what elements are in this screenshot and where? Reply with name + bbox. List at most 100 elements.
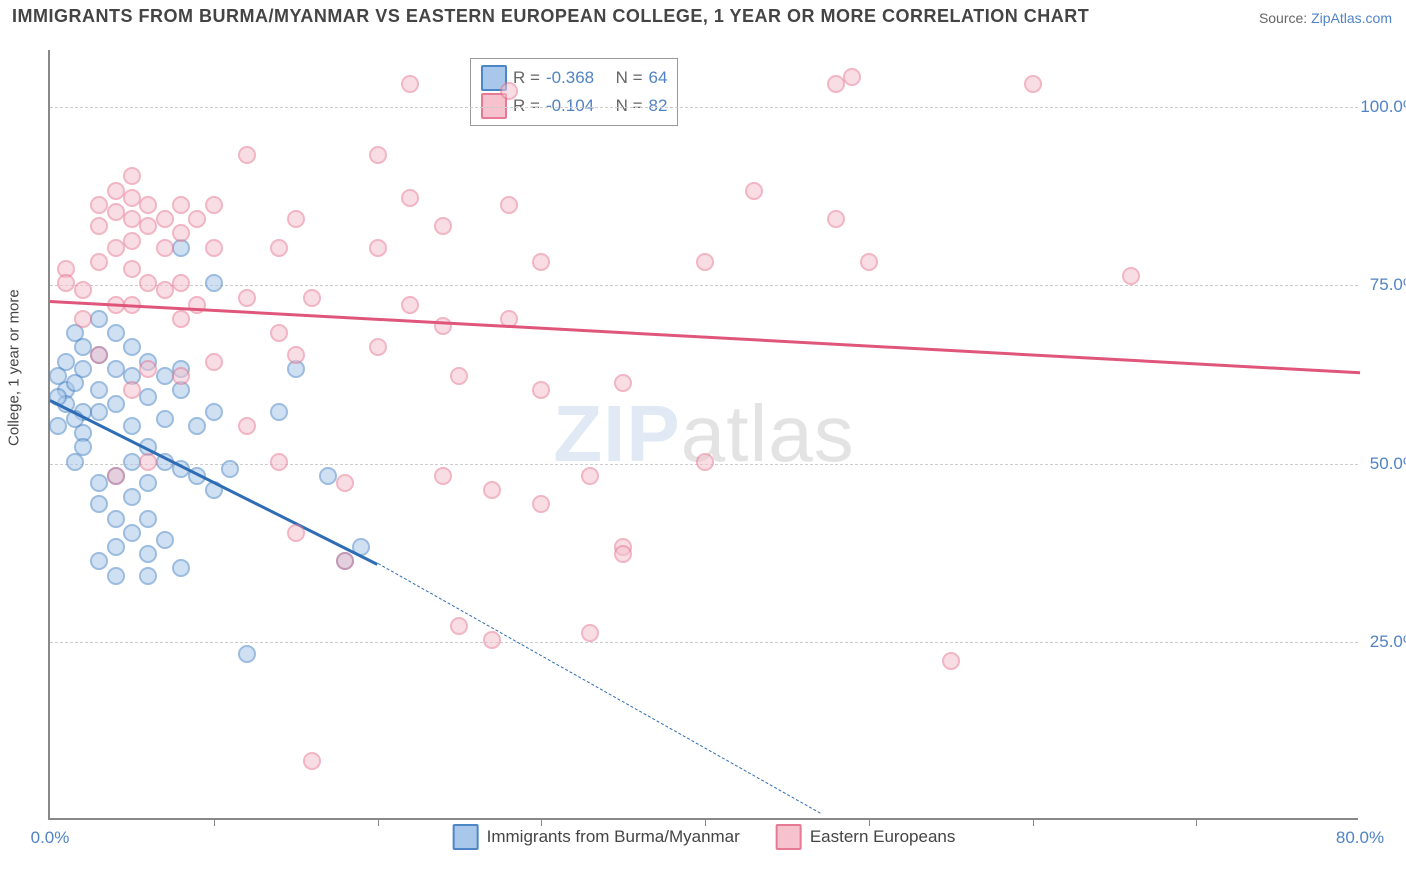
data-point [532, 495, 550, 513]
data-point [319, 467, 337, 485]
data-point [107, 567, 125, 585]
legend-item: Immigrants from Burma/Myanmar [453, 824, 740, 850]
data-point [483, 631, 501, 649]
data-point [270, 403, 288, 421]
data-point [401, 296, 419, 314]
data-point [270, 453, 288, 471]
data-point [90, 381, 108, 399]
data-point [74, 310, 92, 328]
data-point [90, 253, 108, 271]
data-point [500, 82, 518, 100]
data-point [139, 274, 157, 292]
data-point [66, 453, 84, 471]
data-point [172, 559, 190, 577]
data-point [156, 281, 174, 299]
data-point [156, 239, 174, 257]
data-point [827, 210, 845, 228]
source-link[interactable]: ZipAtlas.com [1311, 10, 1392, 26]
data-point [696, 253, 714, 271]
data-point [107, 203, 125, 221]
data-point [156, 210, 174, 228]
data-point [1122, 267, 1140, 285]
data-point [434, 467, 452, 485]
data-point [123, 524, 141, 542]
data-point [139, 474, 157, 492]
x-tick-mark [214, 818, 215, 826]
data-point [49, 367, 67, 385]
x-tick-mark [705, 818, 706, 826]
data-point [123, 453, 141, 471]
data-point [90, 346, 108, 364]
data-point [123, 417, 141, 435]
y-tick-label: 50.0% [1370, 454, 1406, 474]
data-point [107, 360, 125, 378]
data-point [90, 403, 108, 421]
data-point [696, 453, 714, 471]
x-tick-mark [869, 818, 870, 826]
data-point [369, 146, 387, 164]
data-point [238, 645, 256, 663]
data-point [843, 68, 861, 86]
data-point [139, 567, 157, 585]
data-point [139, 360, 157, 378]
data-point [860, 253, 878, 271]
data-point [123, 210, 141, 228]
data-point [827, 75, 845, 93]
y-tick-label: 100.0% [1360, 97, 1406, 117]
data-point [90, 310, 108, 328]
data-point [66, 374, 84, 392]
data-point [123, 232, 141, 250]
data-point [107, 538, 125, 556]
data-point [303, 752, 321, 770]
data-point [336, 474, 354, 492]
r-label: R = [513, 68, 540, 88]
data-point [90, 552, 108, 570]
data-point [369, 239, 387, 257]
data-point [205, 403, 223, 421]
data-point [139, 510, 157, 528]
y-tick-label: 75.0% [1370, 275, 1406, 295]
data-point [221, 460, 239, 478]
data-point [139, 217, 157, 235]
data-point [90, 495, 108, 513]
data-point [369, 338, 387, 356]
data-point [205, 274, 223, 292]
data-point [287, 346, 305, 364]
data-point [107, 395, 125, 413]
data-point [500, 196, 518, 214]
data-point [123, 338, 141, 356]
data-point [238, 146, 256, 164]
data-point [156, 531, 174, 549]
n-value: 82 [649, 96, 668, 116]
n-value: 64 [649, 68, 668, 88]
data-point [336, 552, 354, 570]
gridline [50, 285, 1358, 286]
data-point [532, 381, 550, 399]
data-point [123, 167, 141, 185]
data-point [205, 239, 223, 257]
data-point [172, 310, 190, 328]
data-point [238, 289, 256, 307]
data-point [287, 524, 305, 542]
data-point [74, 281, 92, 299]
legend-label: Eastern Europeans [810, 827, 956, 847]
data-point [156, 367, 174, 385]
x-tick-label: 0.0% [31, 828, 70, 848]
data-point [172, 367, 190, 385]
data-point [123, 381, 141, 399]
data-point [107, 510, 125, 528]
data-point [434, 217, 452, 235]
data-point [450, 367, 468, 385]
data-point [90, 474, 108, 492]
data-point [107, 239, 125, 257]
data-point [90, 217, 108, 235]
data-point [450, 617, 468, 635]
scatter-chart: ZIPatlas R = -0.368 N = 64 R = -0.104 N … [48, 50, 1358, 820]
data-point [139, 388, 157, 406]
data-point [942, 652, 960, 670]
data-point [270, 239, 288, 257]
data-point [581, 467, 599, 485]
data-point [107, 467, 125, 485]
data-point [123, 260, 141, 278]
data-point [745, 182, 763, 200]
